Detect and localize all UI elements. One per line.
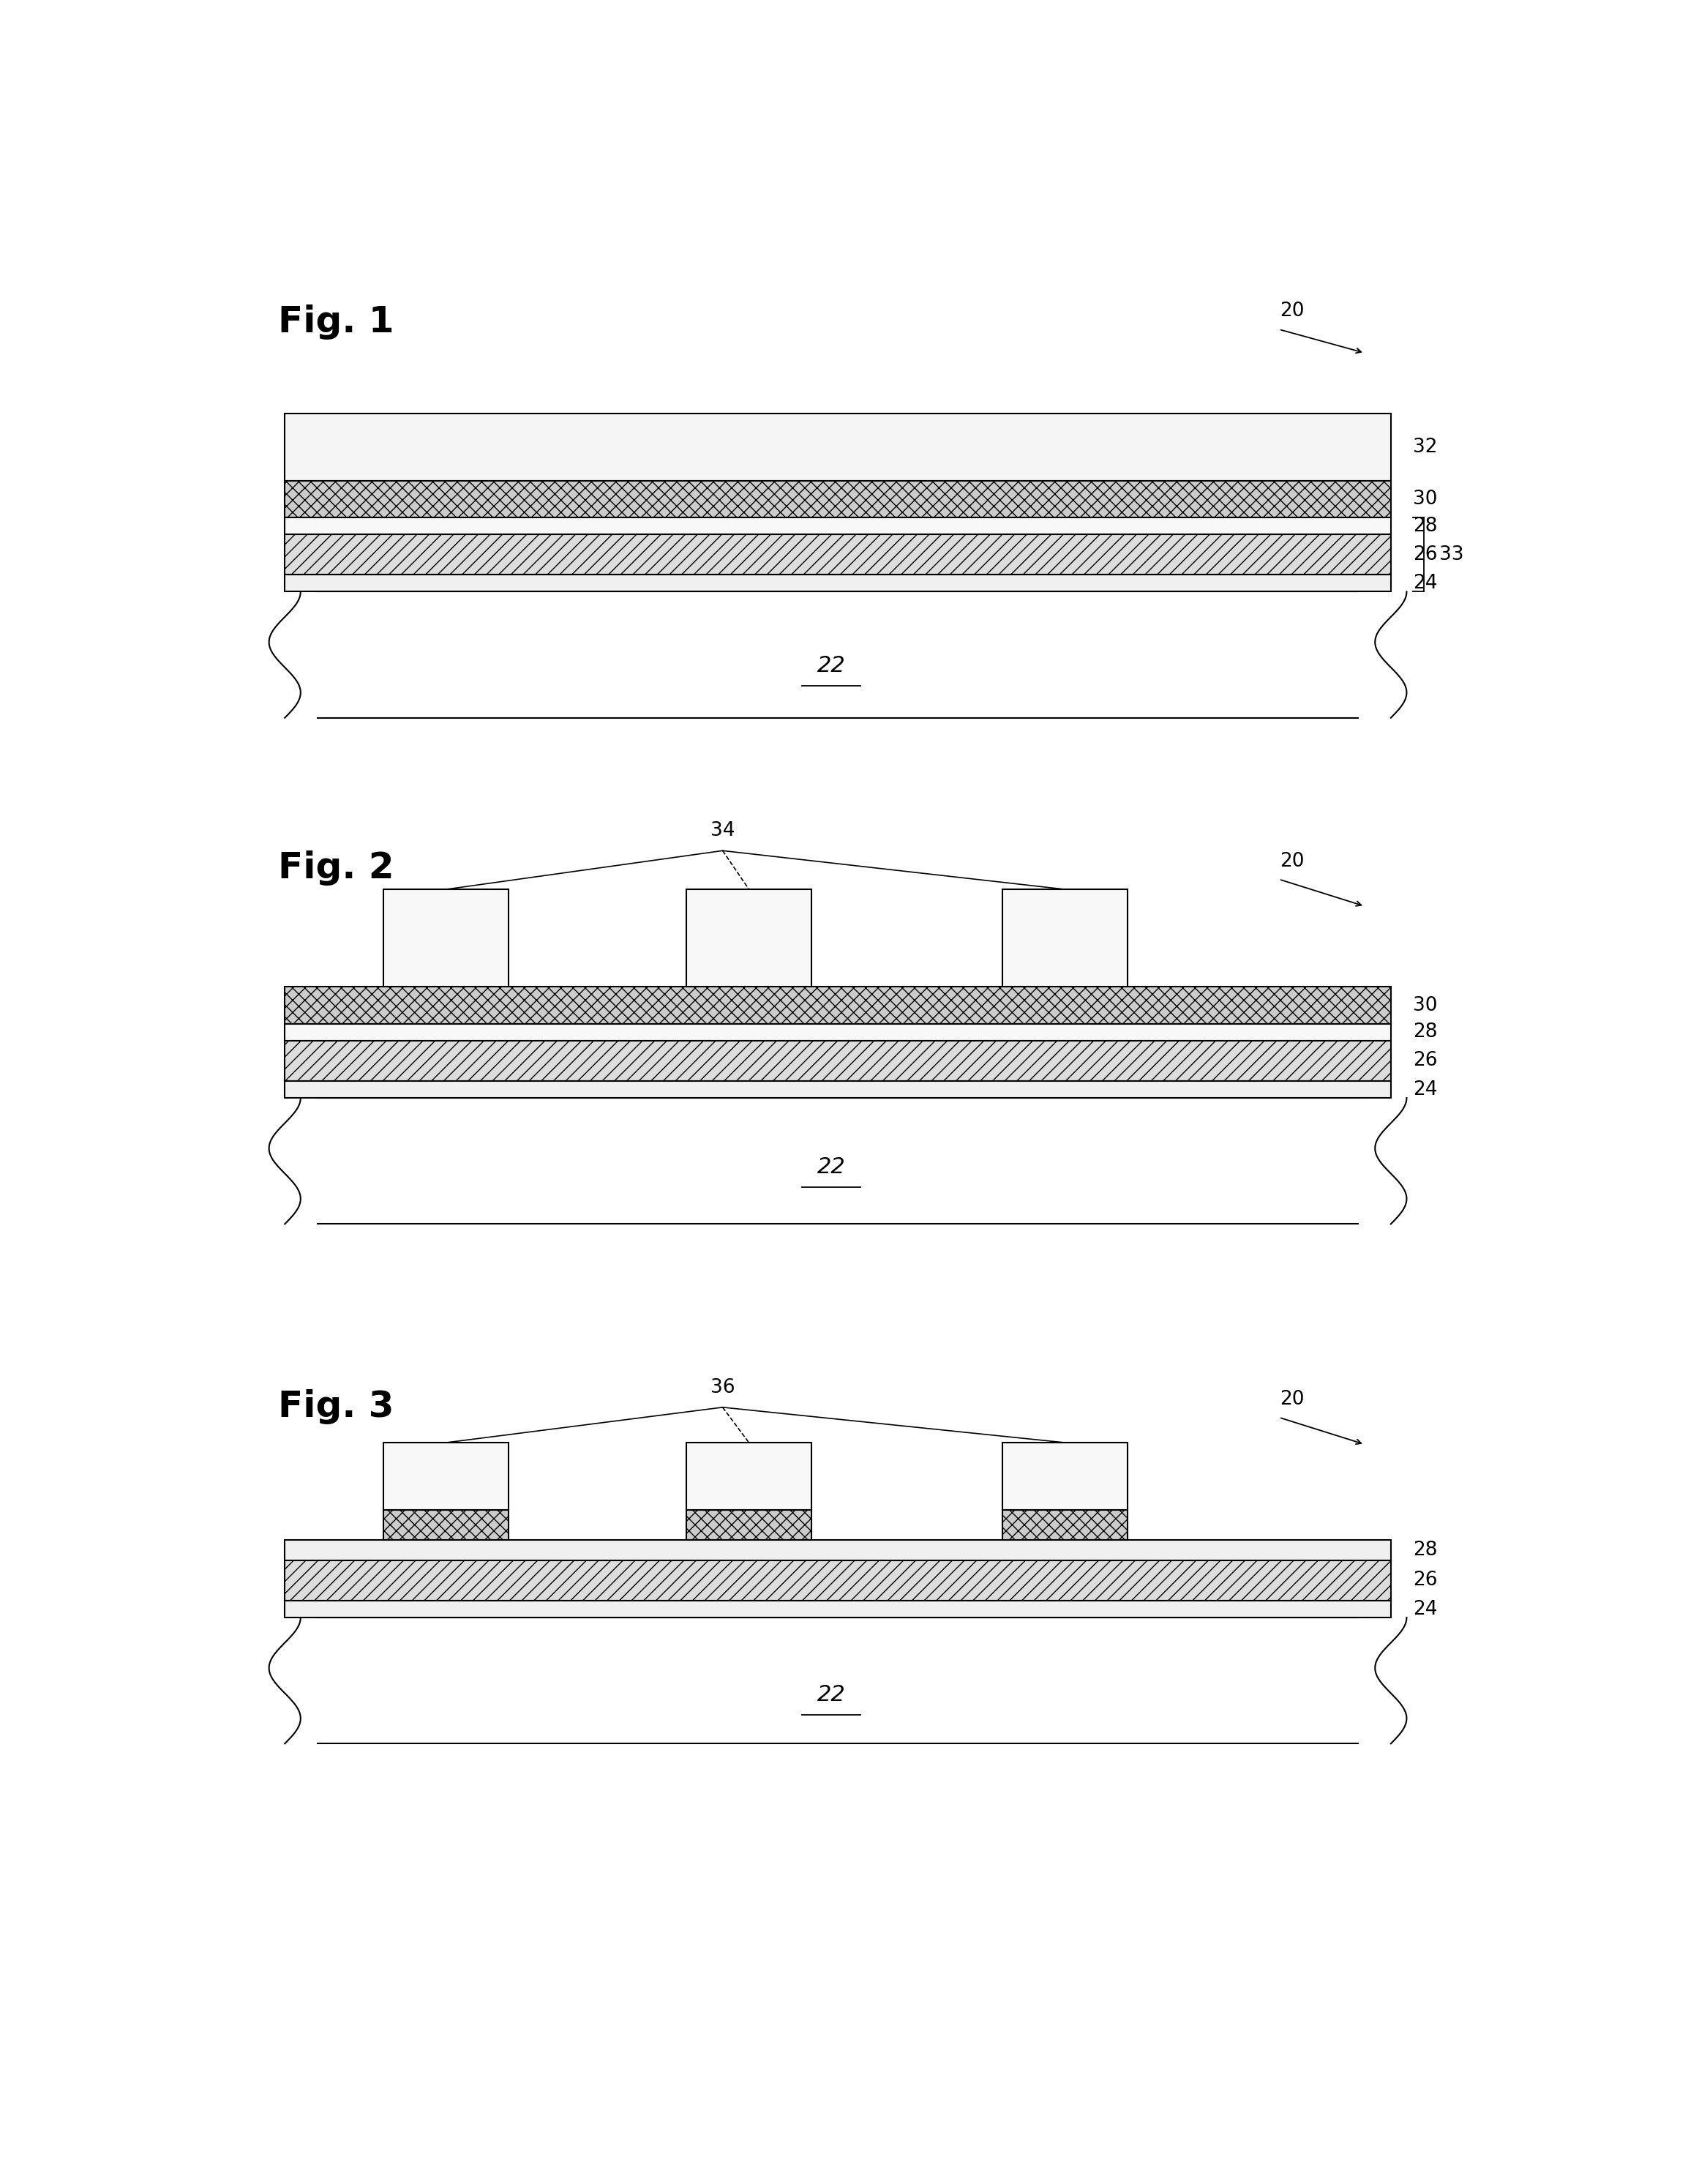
- Bar: [285, 480, 1391, 518]
- Text: 26: 26: [1414, 1051, 1437, 1070]
- Bar: [384, 889, 508, 987]
- Text: 28: 28: [1414, 518, 1437, 535]
- Text: 22: 22: [817, 1155, 846, 1177]
- Text: 30: 30: [1414, 489, 1437, 509]
- Bar: [384, 1509, 508, 1540]
- Text: Fig. 1: Fig. 1: [279, 304, 394, 339]
- Text: 20: 20: [1279, 1389, 1305, 1409]
- Text: 20: 20: [1279, 852, 1305, 871]
- Text: 28: 28: [1414, 1022, 1437, 1042]
- Text: 24: 24: [1414, 574, 1437, 592]
- Bar: [285, 1099, 1391, 1223]
- Bar: [285, 1601, 1391, 1618]
- Text: 26: 26: [1414, 1570, 1437, 1590]
- Bar: [285, 987, 1391, 1024]
- Text: 26: 26: [1414, 546, 1437, 563]
- Text: 30: 30: [1414, 996, 1437, 1016]
- Bar: [1002, 1509, 1128, 1540]
- Bar: [285, 592, 1391, 719]
- Bar: [285, 1559, 1391, 1601]
- Bar: [1002, 1444, 1128, 1509]
- Bar: [285, 1081, 1391, 1099]
- Text: Fig. 3: Fig. 3: [279, 1389, 394, 1424]
- Bar: [285, 1024, 1391, 1042]
- Bar: [686, 1444, 812, 1509]
- Bar: [285, 413, 1391, 480]
- Bar: [384, 1444, 508, 1509]
- Bar: [285, 1540, 1391, 1559]
- Text: 33: 33: [1439, 546, 1465, 563]
- Text: 36: 36: [710, 1378, 736, 1398]
- Text: 24: 24: [1414, 1599, 1437, 1618]
- Text: 34: 34: [710, 821, 736, 841]
- Text: Fig. 2: Fig. 2: [279, 850, 394, 887]
- Bar: [285, 1042, 1391, 1081]
- Bar: [686, 889, 812, 987]
- Bar: [285, 1618, 1391, 1743]
- Text: 24: 24: [1414, 1079, 1437, 1099]
- Text: 32: 32: [1414, 437, 1437, 456]
- Text: 28: 28: [1414, 1540, 1437, 1559]
- Text: 22: 22: [817, 1684, 846, 1706]
- Bar: [285, 574, 1391, 592]
- Text: 22: 22: [817, 655, 846, 677]
- Bar: [686, 1509, 812, 1540]
- Bar: [1002, 889, 1128, 987]
- Bar: [285, 518, 1391, 535]
- Bar: [285, 535, 1391, 574]
- Text: 20: 20: [1279, 301, 1305, 321]
